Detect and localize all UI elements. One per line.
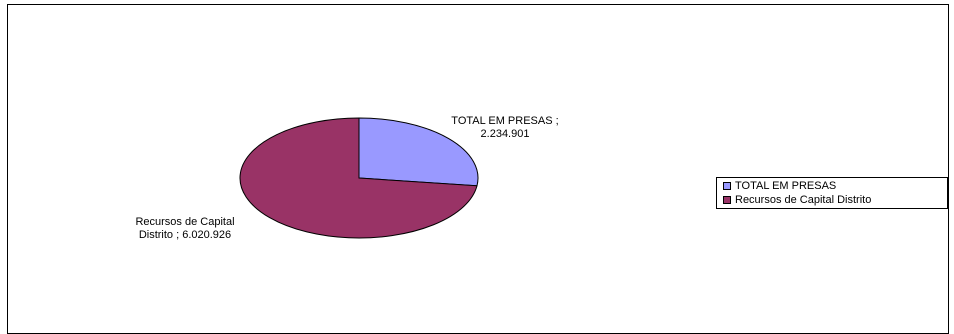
data-label-line: 2.234.901 [481,128,530,140]
data-label-recursos-capital: Recursos de Capital Distrito ; 6.020.926 [135,216,234,241]
legend-label: Recursos de Capital Distrito [735,194,872,206]
chart-legend: TOTAL EM PRESAS Recursos de Capital Dist… [716,177,948,209]
data-label-total-empresas: TOTAL EM PRESAS ; 2.234.901 [451,115,558,140]
data-label-line: TOTAL EM PRESAS ; [451,115,558,127]
legend-swatch-recursos-capital [723,196,731,204]
pie-slice-recursos-capital [239,117,478,239]
data-label-line: Distrito ; 6.020.926 [139,229,231,241]
pie-slice-total-empresas [358,117,479,187]
legend-label: TOTAL EM PRESAS [735,180,837,192]
chart-frame [7,4,949,334]
pie-data-labels: TOTAL EM PRESAS ; 2.234.901 Recursos de Ca… [135,115,558,241]
pie-slices [239,117,479,239]
legend-item-recursos-capital: Recursos de Capital Distrito [717,193,947,207]
pie-chart: TOTAL EM PRESAS ; 2.234.901 Recursos de Ca… [135,115,558,241]
data-label-line: Recursos de Capital [135,216,234,228]
legend-item-total-empresas: TOTAL EM PRESAS [717,179,947,193]
legend-swatch-total-empresas [723,182,731,190]
